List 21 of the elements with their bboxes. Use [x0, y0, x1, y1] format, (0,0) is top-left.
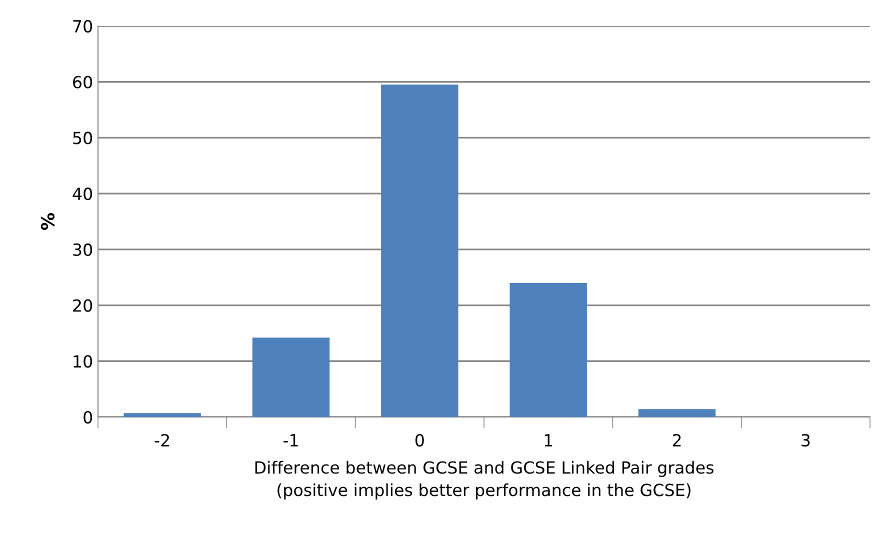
bar: [124, 413, 201, 417]
y-tick-label: 30: [73, 243, 92, 256]
x-axis-title: Difference between GCSE and GCSE Linked Pair grades (positive implies better performance in the GCSE): [255, 460, 714, 500]
bar: [381, 84, 458, 417]
bar: [252, 338, 330, 417]
x-tick-label: 0: [415, 434, 424, 447]
y-tick-label: 70: [73, 20, 92, 33]
y-tick-label: 40: [72, 188, 92, 200]
y-axis-title: %: [40, 213, 55, 230]
y-tick-label: 0: [84, 410, 92, 424]
y-tick-label: 60: [73, 76, 92, 88]
x-tick-label: -1: [284, 434, 298, 446]
bar: [638, 409, 716, 417]
x-tick-label: 1: [544, 434, 552, 446]
y-tick-label: 20: [73, 299, 92, 312]
x-tick-label: 3: [802, 434, 810, 447]
y-tick-label: 50: [73, 132, 92, 144]
x-tick-label: 2: [672, 434, 681, 446]
y-tick-label: 10: [74, 355, 92, 368]
x-tick-label: -2: [154, 434, 169, 446]
bar: [510, 282, 587, 417]
